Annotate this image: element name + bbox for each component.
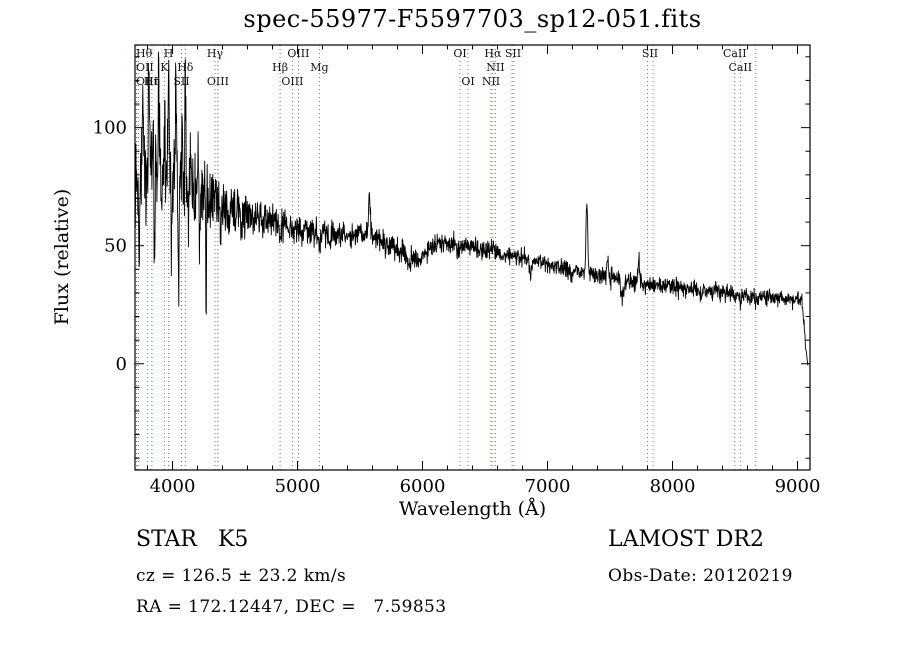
- spectrum-trace: [134, 51, 809, 366]
- axes-box: [134, 44, 811, 471]
- line-marker-label: OIII: [207, 75, 229, 88]
- x-tick-label: 9000: [775, 476, 821, 497]
- line-marker-label: OIII: [281, 75, 303, 88]
- line-marker-label: Hβ: [272, 61, 288, 74]
- y-axis-label: Flux (relative): [51, 188, 73, 326]
- x-tick-label: 4000: [150, 476, 196, 497]
- line-marker-label: OII: [136, 61, 154, 74]
- cz-text: cz = 126.5 ± 23.2 km/s: [136, 566, 347, 586]
- line-marker-label: Mg: [310, 61, 328, 74]
- x-axis-label: Wavelength (Å): [398, 498, 547, 520]
- ra-dec-text: RA = 172.12447, DEC = 7.59853: [136, 597, 447, 617]
- y-tick-label: 50: [104, 236, 127, 257]
- y-tick-label: 0: [116, 354, 127, 375]
- line-marker-label: NII: [486, 61, 504, 74]
- line-marker-label: NII: [482, 75, 500, 88]
- line-marker-label: K: [160, 61, 169, 74]
- line-marker-label: Hγ: [207, 47, 224, 60]
- x-tick-label: 7000: [525, 476, 571, 497]
- line-marker-label: H: [164, 47, 174, 60]
- line-marker-label: OIII: [287, 47, 309, 60]
- line-marker-label: OIII: [136, 75, 158, 88]
- object-class-text: STAR K5: [136, 527, 249, 552]
- line-marker-label: CaII: [723, 47, 747, 60]
- line-marker-label: Hη: [144, 75, 160, 88]
- x-tick-label: 8000: [650, 476, 696, 497]
- y-tick-label: 100: [93, 118, 127, 139]
- x-tick-label: 5000: [275, 476, 321, 497]
- line-marker-label: SII: [642, 47, 658, 60]
- line-marker-label: OI: [453, 47, 466, 60]
- line-marker-label: Hθ: [136, 47, 153, 60]
- x-tick-label: 6000: [400, 476, 446, 497]
- line-marker-label: CaII: [728, 61, 752, 74]
- line-marker-label: SII: [505, 47, 521, 60]
- obs-date-text: Obs-Date: 20120219: [608, 566, 793, 586]
- line-marker-label: OI: [461, 75, 474, 88]
- plot-title: spec-55977-F5597703_sp12-051.fits: [243, 5, 702, 33]
- line-marker-label: Hα: [484, 47, 502, 60]
- survey-release-text: LAMOST DR2: [608, 527, 764, 552]
